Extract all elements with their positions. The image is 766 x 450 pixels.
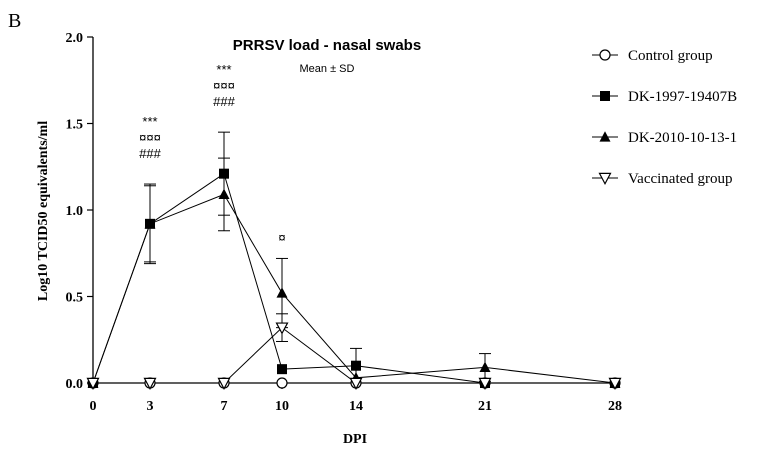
marker-filled-triangle	[144, 218, 156, 229]
y-tick-label: 0.0	[66, 377, 84, 392]
x-tick-label: 10	[275, 399, 289, 414]
annotation-text: ¤¤¤	[139, 130, 161, 145]
marker-filled-triangle	[479, 361, 491, 373]
marker-open-triangle-down	[275, 322, 289, 335]
marker-open-triangle-down	[598, 172, 612, 186]
legend: Control group DK-1997-19407B DK-2010-10-13…	[592, 48, 737, 187]
markers-vaccinated-group	[86, 322, 622, 391]
legend-label: DK-1997-19407B	[628, 89, 737, 105]
x-tick-label: 7	[221, 399, 228, 414]
x-axis-label: DPI	[343, 432, 367, 447]
y-tick-label: 1.5	[66, 118, 84, 133]
marker-filled-square	[351, 360, 361, 371]
annotation-text: ###	[139, 146, 161, 161]
y-tick-label: 2.0	[66, 31, 84, 46]
x-tick-label: 21	[478, 399, 492, 414]
marker-open-triangle-down	[478, 377, 492, 391]
marker-open-triangle-down	[143, 377, 157, 391]
marker-open-triangle-down	[349, 377, 363, 391]
marker-open-triangle-down	[217, 377, 231, 391]
panel-label: B	[8, 10, 21, 32]
marker-filled-square	[277, 364, 287, 375]
marker-open-circle	[276, 377, 288, 389]
marker-open-circle	[599, 49, 611, 61]
plot-area	[86, 131, 622, 391]
marker-open-triangle-down	[608, 377, 622, 391]
y-tick-label: 1.0	[66, 204, 84, 219]
annotation-text: ¤¤¤	[213, 78, 235, 93]
y-axis-label: Log10 TCID50 equivalents/ml	[36, 121, 51, 301]
marker-filled-triangle	[599, 131, 611, 142]
series-dk-2010-10-13-1	[92, 157, 616, 384]
series-dk-1997-19407b	[92, 131, 615, 384]
significance-annotations: ***¤¤¤###***¤¤¤###¤	[139, 62, 285, 245]
x-tick-label: 28	[608, 399, 622, 414]
series-line	[92, 193, 616, 384]
chart-title: PRRSV load - nasal swabs	[233, 37, 421, 54]
marker-filled-square	[219, 168, 229, 179]
annotation-text: ###	[213, 94, 235, 109]
series-line	[93, 326, 615, 384]
markers-dk-1997-19407b	[88, 168, 620, 388]
legend-label: Vaccinated group	[628, 171, 733, 187]
chart-subtitle: Mean ± SD	[300, 63, 355, 75]
x-tick-label: 0	[90, 399, 97, 414]
legend-item-dk-2010-10-13-1: DK-2010-10-13-1	[592, 130, 737, 146]
series-line	[92, 172, 615, 384]
marker-filled-square	[600, 91, 610, 101]
annotation-text: ***	[142, 114, 157, 129]
y-tick-label: 0.5	[66, 291, 84, 306]
legend-item-vaccinated-group: Vaccinated group	[592, 171, 733, 187]
marker-filled-triangle	[218, 188, 230, 200]
annotation-text: ¤	[278, 230, 285, 245]
legend-label: DK-2010-10-13-1	[628, 130, 737, 146]
annotation-text: ***	[216, 62, 231, 77]
legend-item-dk-1997-19407b: DK-1997-19407B	[592, 89, 737, 105]
x-tick-label: 3	[147, 399, 154, 414]
legend-label: Control group	[628, 48, 713, 64]
x-tick-label: 14	[349, 399, 363, 414]
legend-item-control-group: Control group	[592, 48, 713, 64]
markers-dk-2010-10-13-1	[87, 188, 621, 388]
marker-filled-triangle	[276, 287, 288, 298]
marker-open-triangle-down	[86, 377, 100, 391]
